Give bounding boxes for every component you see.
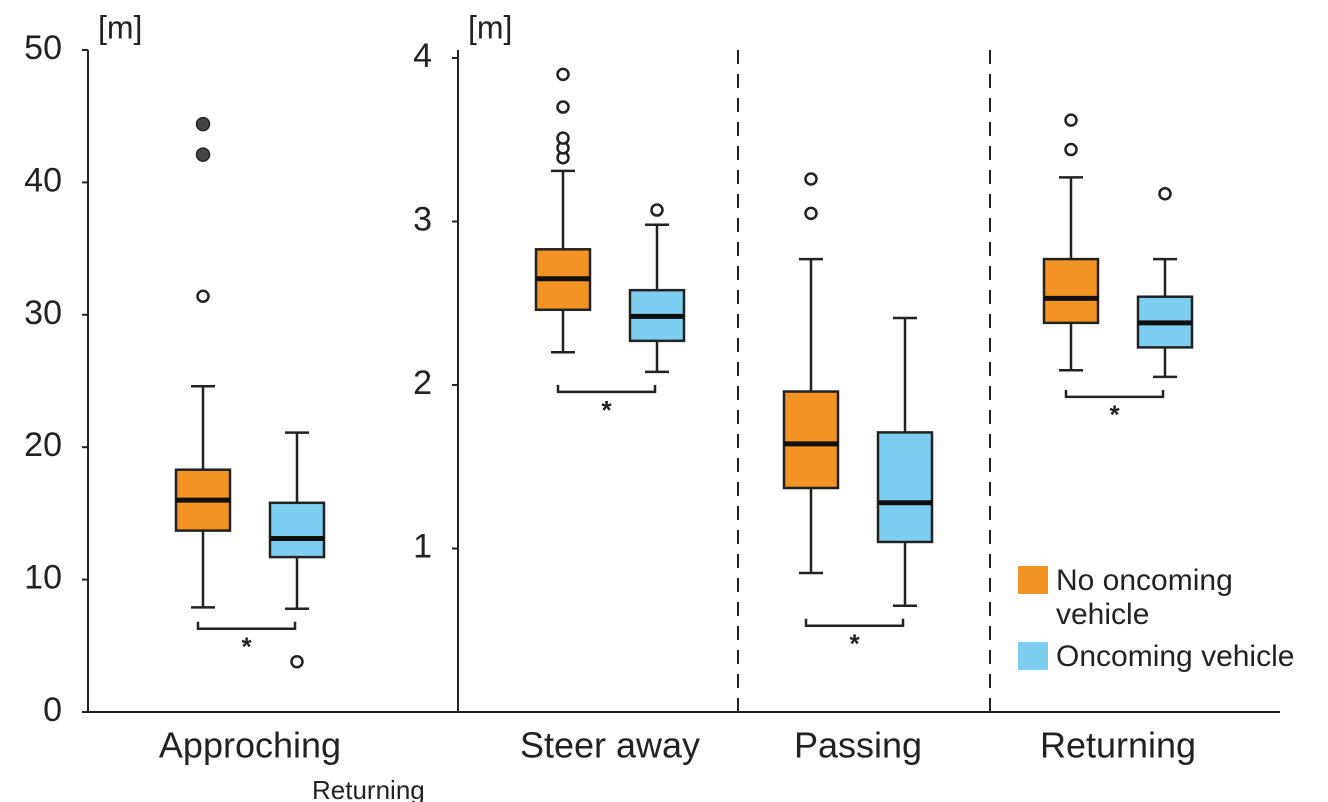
- outlier: [1160, 188, 1171, 199]
- y-tick-label: 40: [24, 161, 62, 199]
- y-tick-label: 0: [43, 691, 62, 729]
- y-tick-label: 2: [413, 364, 432, 402]
- x-tick-label: Passing: [794, 725, 922, 766]
- box: [878, 432, 932, 542]
- box: [1044, 259, 1098, 323]
- cropped-text: Returning: [312, 775, 425, 802]
- y-tick-label: 4: [413, 37, 432, 75]
- outlier: [652, 205, 663, 216]
- outlier: [558, 133, 569, 144]
- x-tick-label: Returning: [1040, 725, 1196, 766]
- legend-swatch: [1018, 642, 1048, 670]
- significance-label: *: [241, 632, 252, 662]
- significance-bracket: [806, 619, 903, 626]
- page: [m] [m] Returning 0 10 20 30 40 50 Approching *…: [0, 0, 1328, 802]
- y-tick-label: 50: [24, 29, 62, 67]
- outlier: [1066, 115, 1077, 126]
- chart: [m] [m] Returning 0 10 20 30 40 50 Approching *…: [0, 0, 1328, 802]
- outlier: [197, 118, 210, 131]
- y-tick-label: 20: [24, 426, 62, 464]
- outlier: [197, 148, 210, 161]
- legend-label: No oncoming vehicle: [1056, 564, 1296, 632]
- x-tick-label: Steer away: [520, 725, 700, 766]
- outlier: [1066, 144, 1077, 155]
- legend-label: Oncoming vehicle: [1056, 640, 1296, 674]
- y-tick-label: 1: [413, 527, 432, 565]
- significance-bracket: [1066, 390, 1163, 397]
- y-tick-label: 10: [24, 559, 62, 597]
- outlier: [558, 69, 569, 80]
- y-tick-label: 3: [413, 200, 432, 238]
- significance-bracket: [558, 385, 655, 392]
- box: [784, 392, 838, 488]
- outlier: [806, 208, 817, 219]
- x-tick-label: Approching: [159, 725, 341, 766]
- legend-swatch: [1018, 566, 1048, 594]
- significance-label: *: [849, 629, 860, 659]
- y-tick-label: 30: [24, 294, 62, 332]
- outlier: [292, 656, 303, 667]
- significance-label: *: [601, 395, 612, 425]
- legend-item: No oncoming vehicle: [1018, 564, 1318, 632]
- legend-item: Oncoming vehicle: [1018, 640, 1318, 674]
- significance-bracket: [198, 622, 295, 629]
- box: [270, 503, 324, 557]
- outlier: [558, 102, 569, 113]
- y-axis-label: [m]: [468, 9, 512, 45]
- outlier: [198, 291, 209, 302]
- outlier: [806, 173, 817, 184]
- y-axis-label: [m]: [98, 9, 142, 45]
- significance-label: *: [1109, 400, 1120, 430]
